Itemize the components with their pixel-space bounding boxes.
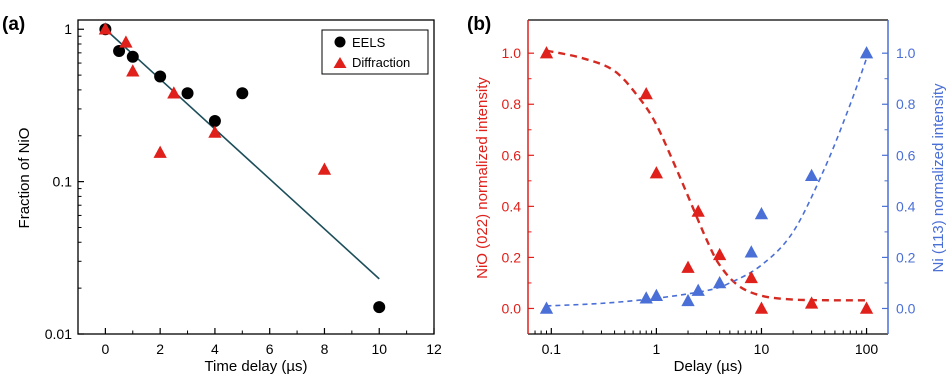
panel-a-legend: EELS Diffraction <box>321 29 429 75</box>
x-tick-label: 2 <box>156 341 164 357</box>
legend-eels-marker <box>334 36 346 48</box>
fit-line <box>104 28 380 280</box>
panel-b-points <box>539 46 874 314</box>
ni-point <box>691 283 705 296</box>
legend-eels-label: EELS <box>352 35 386 50</box>
panel-a-fit-line-group <box>104 28 380 280</box>
ni-point <box>744 245 758 258</box>
y-tick-label: 1 <box>64 21 72 37</box>
y-tick-label: 0.1 <box>53 174 73 190</box>
panel-b-right-y-axis-label: Ni (113) normalized intensity <box>930 83 947 272</box>
ni-point <box>859 46 874 59</box>
x-tick-label: 10 <box>371 341 387 357</box>
ni-point <box>804 168 819 181</box>
right-y-tick-label: 0.0 <box>896 300 916 316</box>
panel-a-y-ticks: 0.01 0.1 1 <box>45 21 84 342</box>
diffraction-point <box>167 86 181 99</box>
panel-a-x-axis-label: Time delay (µs) <box>204 358 307 375</box>
panel-a-label: (a) <box>2 14 25 35</box>
panel-a-diffraction-points <box>98 22 332 175</box>
nio-point <box>539 46 554 59</box>
right-y-tick-label: 0.8 <box>896 96 916 112</box>
left-y-tick-label: 0.2 <box>502 249 522 265</box>
x-tick-label: 100 <box>855 341 879 357</box>
diffraction-point <box>126 64 140 77</box>
x-tick-label: 0.1 <box>542 341 562 357</box>
right-y-tick-label: 1.0 <box>896 45 916 61</box>
panel-b: (b) 0.1 1 10 100 0.00.20.40.60.81.0 0.00.20… <box>467 14 947 375</box>
diffraction-point <box>317 162 332 175</box>
panel-b-label: (b) <box>467 14 491 35</box>
eels-point <box>373 301 386 314</box>
panel-b-left-y-axis-label: NiO (022) normalized intensity <box>474 77 491 279</box>
nio-point <box>754 301 769 314</box>
left-y-tick-label: 0.6 <box>502 147 522 163</box>
ni-point <box>639 291 653 304</box>
ni-point <box>681 293 695 307</box>
ni-point <box>649 288 664 301</box>
x-tick-label: 6 <box>266 341 274 357</box>
panel-a-plot-frame <box>77 19 435 335</box>
nio-point <box>804 296 819 309</box>
ni-fit-curve <box>546 58 868 307</box>
eels-point <box>113 44 126 57</box>
diffraction-point <box>98 22 113 35</box>
panel-b-x-axis-label: Delay (µs) <box>674 358 743 375</box>
left-y-tick-label: 0.0 <box>502 300 522 316</box>
eels-point <box>236 87 249 100</box>
right-y-tick-label: 0.2 <box>896 249 916 265</box>
nio-point <box>691 204 705 217</box>
eels-point <box>208 114 221 127</box>
eels-point <box>126 50 139 63</box>
ni-point <box>713 275 727 289</box>
panel-b-left-ticks: 0.0 0.2 0.4 0.6 0.8 1.0 <box>502 45 534 316</box>
nio-point <box>713 247 727 261</box>
nio-fit-curve <box>546 49 867 302</box>
diffraction-point <box>153 145 167 158</box>
eels-point <box>181 87 194 100</box>
x-tick-label: 12 <box>426 341 442 357</box>
panel-a: (a) 0 2 4 6 8 10 12 0.01 0.1 1 Time delay (µs) F… <box>2 14 442 375</box>
x-tick-label: 8 <box>321 341 329 357</box>
nio-point <box>649 166 664 179</box>
x-tick-label: 4 <box>211 341 219 357</box>
left-y-tick-label: 0.4 <box>502 198 522 214</box>
y-tick-label: 0.01 <box>45 326 72 342</box>
left-y-tick-label: 1.0 <box>502 45 522 61</box>
ni-point <box>539 301 554 314</box>
nio-point <box>744 270 758 284</box>
panel-b-x-ticks: 0.1 1 10 100 <box>534 328 879 357</box>
panel-a-eels-points <box>99 23 386 314</box>
panel-a-x-ticks: 0 2 4 6 8 10 12 <box>101 328 442 357</box>
left-y-tick-label: 0.8 <box>502 96 522 112</box>
x-tick-label: 0 <box>101 341 109 357</box>
legend-diffraction-marker <box>333 57 347 68</box>
nio-point <box>681 260 695 273</box>
x-tick-label: 10 <box>754 341 770 357</box>
right-y-tick-label: 0.6 <box>896 147 916 163</box>
diffraction-point <box>208 125 222 138</box>
eels-point <box>154 70 167 83</box>
panel-a-y-axis-label: Fraction of NiO <box>16 128 33 229</box>
nio-point <box>639 87 653 100</box>
ni-point <box>754 207 769 220</box>
right-y-tick-label: 0.4 <box>896 198 916 214</box>
diffraction-point <box>119 35 133 48</box>
panel-b-right-ticks: 0.0 0.2 0.4 0.6 0.8 1.0 <box>882 45 916 316</box>
x-tick-label: 1 <box>652 341 660 357</box>
nio-point <box>859 301 874 314</box>
legend-diffraction-label: Diffraction <box>352 55 410 70</box>
panel-b-curves <box>546 49 868 307</box>
